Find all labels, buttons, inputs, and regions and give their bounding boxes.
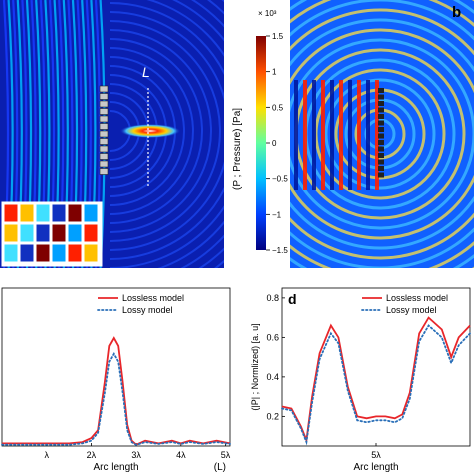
- series-line-1: [2, 336, 231, 446]
- legend-entry: Lossless model: [386, 293, 448, 303]
- colorbar-tick-label: −1: [272, 210, 282, 219]
- series-line-2: [281, 324, 471, 446]
- panel-letter: d: [288, 291, 297, 307]
- legend-entry: Lossy model: [386, 305, 437, 315]
- x-tick-label: 5λ: [221, 450, 231, 460]
- colorbar-label: (P ; Pressure) [Pa]: [232, 108, 243, 190]
- panel-d-plot: 5λ 0.2 0.4 0.6 0.8 Arc length (|P| ; Normlized…: [250, 287, 471, 473]
- colorbar-graphic: 1.5 1 0.5 0 −0.5 −1 −1.5 × 10³ (P ; Pressure) …: [232, 9, 288, 255]
- legend-entry: Lossy model: [122, 305, 173, 315]
- panel-d-line-chart: 5λ 0.2 0.4 0.6 0.8 Arc length (|P| ; Normlized…: [248, 280, 474, 474]
- panel-b-letter: b: [452, 4, 462, 21]
- panel-c-plot: λ 2λ 3λ 4λ 5λ Arc length (L) Lossless model Loss…: [1, 287, 231, 473]
- colorbar-tick-label: −1.5: [272, 246, 288, 255]
- plot-frame: [1, 287, 231, 447]
- panel-a-field-image: [1, 0, 224, 268]
- unit-cell-inset-detail: [3, 203, 99, 263]
- x-axis-label: Arc length: [353, 462, 398, 473]
- x-tick-label: 5λ: [371, 450, 381, 460]
- colorbar-tick-label: 0: [272, 139, 277, 148]
- plot-frame: [281, 287, 471, 447]
- colorbar: 1.5 1 0.5 0 −0.5 −1 −1.5 × 10³ (P ; Pressure) …: [226, 0, 290, 268]
- x-tick-label: 2λ: [87, 450, 97, 460]
- y-tick-label: 0.6: [266, 332, 279, 342]
- y-axis-label: (|P| ; Normlized) [a. u]: [250, 323, 260, 410]
- panel-b-field-image: [290, 0, 474, 268]
- x-tick-label: λ: [44, 450, 49, 460]
- metasurface-array-b: [378, 88, 384, 178]
- y-tick-label: 0.2: [266, 411, 279, 421]
- legend-entry: Lossless model: [122, 293, 184, 303]
- colorbar-ticks: 1.5 1 0.5 0 −0.5 −1 −1.5: [266, 32, 288, 255]
- colorbar-tick-label: 0.5: [272, 103, 284, 112]
- x-axis-label: Arc length: [93, 462, 138, 473]
- colorbar-scale: [256, 36, 266, 250]
- x-tick-label: 4λ: [176, 450, 186, 460]
- x-tick-label: 3λ: [131, 450, 141, 460]
- panel-b-pressure-field: b: [290, 0, 474, 268]
- y-tick-label: 0.8: [266, 293, 279, 303]
- x-axis-unit: (L): [214, 462, 226, 473]
- metasurface-array: [99, 85, 109, 175]
- panel-c-line-chart: λ 2λ 3λ 4λ 5λ Arc length (L) Lossless model Loss…: [0, 280, 234, 474]
- colorbar-exponent: × 10³: [258, 9, 277, 18]
- focus-spot: [120, 124, 180, 138]
- panel-a-pressure-field: L: [0, 0, 224, 268]
- line-label: L: [142, 64, 150, 80]
- y-tick-label: 0.4: [266, 372, 279, 382]
- series-line-2: [1, 351, 231, 446]
- colorbar-tick-label: −0.5: [272, 175, 288, 184]
- colorbar-tick-label: 1: [272, 68, 277, 77]
- colorbar-tick-label: 1.5: [272, 32, 284, 41]
